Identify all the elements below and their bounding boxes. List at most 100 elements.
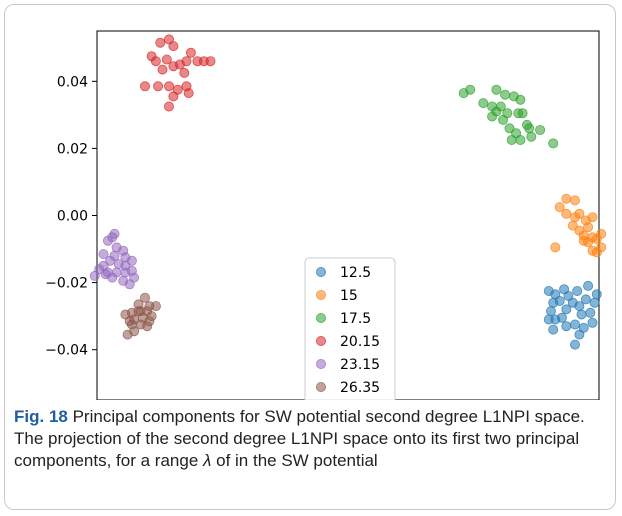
scatter-point-15 [574, 208, 585, 219]
scatter-point-20.15 [168, 41, 179, 52]
scatter-point-17.5 [517, 108, 528, 119]
scatter-point-17.5 [515, 134, 526, 145]
scatter-point-20.15 [185, 47, 196, 58]
scatter-point-20.15 [163, 101, 174, 112]
scatter-point-12.5 [572, 285, 583, 296]
caption-text-2: of in the SW potential [211, 451, 378, 470]
scatter-point-15 [587, 212, 598, 223]
scatter-point-17.5 [465, 84, 476, 95]
scatter-point-23.15 [102, 235, 113, 246]
scatter-point-26.35 [142, 321, 153, 332]
scatter-point-26.35 [146, 311, 157, 322]
scatter-point-15 [578, 235, 589, 246]
scatter-point-12.5 [548, 324, 559, 335]
scatter-point-12.5 [574, 329, 585, 340]
legend-marker [315, 312, 326, 323]
y-tick-label: 0.00 [57, 209, 88, 225]
scatter-point-17.5 [506, 134, 517, 145]
scatter-point-17.5 [526, 131, 537, 142]
y-tick-label: −0.04 [45, 343, 88, 359]
legend-marker [315, 266, 326, 277]
scatter-point-15 [561, 193, 572, 204]
scatter-point-12.5 [570, 339, 581, 350]
scatter-point-17.5 [500, 89, 511, 100]
scatter-point-12.5 [561, 321, 572, 332]
scatter-point-26.35 [150, 301, 161, 312]
legend-label: 26.35 [340, 380, 380, 396]
y-tick-label: −0.02 [45, 276, 88, 292]
scatter-point-15 [554, 202, 565, 213]
scatter-point-15 [561, 208, 572, 219]
points-layer [89, 34, 607, 350]
figure-caption: Fig. 18 Principal components for SW pote… [14, 406, 610, 472]
caption-text-1: Principal components for SW potential se… [14, 407, 585, 470]
scatter-point-20.15 [161, 54, 172, 65]
scatter-point-23.15 [100, 269, 111, 280]
scatter-point-20.15 [139, 81, 150, 92]
scatter-point-17.5 [495, 101, 506, 112]
scatter-point-12.5 [585, 307, 596, 318]
scatter-point-20.15 [155, 37, 166, 48]
scatter-point-12.5 [561, 304, 572, 315]
scatter-point-20.15 [168, 91, 179, 102]
caption-lambda: λ [203, 451, 212, 470]
legend-marker [315, 335, 326, 346]
scatter-point-12.5 [587, 317, 598, 328]
scatter-chart: −0.04 −0.02 0.00 0.02 0.04 −0.04 −0.02 0.00 0.0… [45, 30, 607, 400]
scatter-point-23.15 [124, 279, 135, 290]
legend-label: 17.5 [340, 311, 371, 327]
scatter-point-17.5 [515, 94, 526, 105]
scatter-point-17.5 [491, 84, 502, 95]
scatter-point-12.5 [543, 314, 554, 325]
scatter-point-20.15 [153, 81, 164, 92]
scatter-point-12.5 [576, 309, 587, 320]
scatter-point-15 [570, 195, 581, 206]
scatter-point-20.15 [150, 56, 161, 67]
scatter-point-20.15 [163, 81, 174, 92]
figure-frame [4, 4, 616, 510]
scatter-point-15 [550, 242, 561, 253]
scatter-point-20.15 [157, 64, 168, 75]
scatter-point-15 [596, 242, 607, 253]
scatter-point-12.5 [554, 295, 565, 306]
scatter-point-17.5 [497, 114, 508, 125]
scatter-point-15 [587, 245, 598, 256]
scatter-point-17.5 [487, 111, 498, 122]
legend-label: 20.15 [340, 334, 380, 350]
scatter-point-17.5 [535, 125, 546, 136]
legend-marker [315, 381, 326, 392]
scatter-point-12.5 [591, 289, 602, 300]
scatter-point-20.15 [179, 67, 190, 78]
scatter-point-15 [596, 228, 607, 239]
scatter-point-20.15 [183, 88, 194, 99]
legend-label: 15 [340, 288, 358, 304]
scatter-point-20.15 [205, 56, 216, 67]
legend-marker [315, 289, 326, 300]
legend-marker [315, 358, 326, 369]
scatter-point-12.5 [583, 280, 594, 291]
legend-label: 12.5 [340, 265, 371, 281]
legend: 12.5 15 17.5 20.15 23.15 26.35 [304, 257, 396, 400]
scatter-point-26.35 [122, 329, 133, 340]
scatter-point-23.15 [105, 255, 116, 266]
scatter-point-26.35 [133, 306, 144, 317]
scatter-point-17.5 [522, 119, 533, 130]
scatter-point-12.5 [589, 297, 600, 308]
scatter-point-23.15 [89, 270, 100, 281]
scatter-point-15 [567, 220, 578, 231]
y-tick-label: 0.04 [57, 74, 88, 90]
scatter-point-26.35 [124, 316, 135, 327]
y-axis: −0.04 −0.02 0.00 0.02 0.04 [45, 74, 97, 359]
legend-label: 23.15 [340, 357, 380, 373]
figure-label: Fig. 18 [14, 407, 68, 426]
scatter-point-23.15 [98, 249, 109, 260]
scatter-point-26.35 [139, 292, 150, 303]
scatter-point-20.15 [181, 56, 192, 67]
scatter-point-15 [583, 222, 594, 233]
scatter-point-12.5 [580, 294, 591, 305]
scatter-point-17.5 [548, 138, 559, 149]
legend-box [304, 257, 396, 400]
scatter-point-17.5 [504, 123, 515, 134]
scatter-point-12.5 [570, 319, 581, 330]
y-tick-label: 0.02 [57, 141, 88, 157]
